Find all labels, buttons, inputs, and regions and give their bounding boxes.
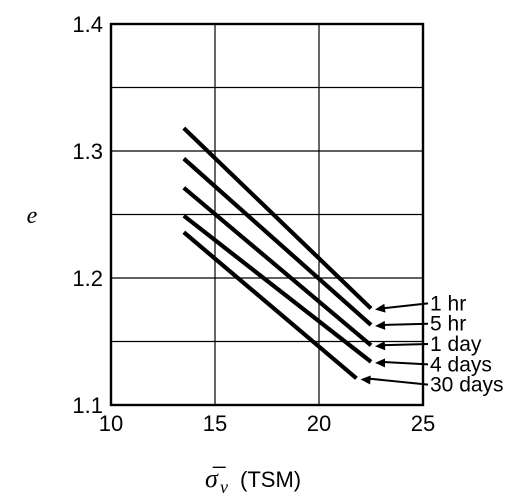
label-arrowhead bbox=[375, 320, 386, 330]
series-line bbox=[182, 126, 373, 310]
series-label: 5 hr bbox=[430, 313, 466, 336]
series-line bbox=[182, 230, 358, 380]
plot-border bbox=[109, 22, 425, 407]
y-tick-label: 1.4 bbox=[72, 12, 103, 37]
series-label: 1 hr bbox=[430, 292, 466, 315]
series-group bbox=[182, 126, 373, 380]
y-tick-label: 1.2 bbox=[72, 266, 103, 291]
label-arrow-line bbox=[380, 343, 429, 347]
x-axis-label-unit: (TSM) bbox=[240, 467, 301, 492]
label-arrowhead bbox=[375, 358, 386, 368]
series-line bbox=[182, 157, 373, 327]
tick-labels: 10 15 20 25 1.1 1.2 1.3 1.4 bbox=[72, 12, 435, 436]
x-axis-label: σ̅ v (TSM) bbox=[205, 464, 301, 497]
label-arrowhead bbox=[360, 375, 371, 385]
series-line bbox=[182, 214, 373, 364]
y-tick-label: 1.3 bbox=[72, 139, 103, 164]
label-arrowhead bbox=[375, 303, 386, 313]
label-arrow-line bbox=[366, 377, 429, 386]
x-tick-label: 10 bbox=[99, 411, 123, 436]
label-arrow-line bbox=[380, 360, 429, 366]
label-arrow-line bbox=[380, 322, 429, 326]
x-tick-label: 25 bbox=[411, 411, 435, 436]
label-arrowhead bbox=[375, 341, 386, 351]
series-line bbox=[182, 186, 373, 347]
x-tick-label: 15 bbox=[203, 411, 227, 436]
label-arrow-line bbox=[380, 302, 429, 310]
x-tick-label: 20 bbox=[307, 411, 331, 436]
series-label: 4 days bbox=[430, 353, 492, 376]
grid bbox=[110, 23, 424, 406]
y-axis-label: e bbox=[27, 203, 38, 229]
y-tick-label: 1.1 bbox=[72, 393, 103, 418]
x-axis-label-subscript: v bbox=[220, 477, 228, 497]
series-label: 1 day bbox=[430, 333, 482, 356]
series-label: 30 days bbox=[430, 374, 504, 397]
plot-frame bbox=[109, 22, 425, 407]
